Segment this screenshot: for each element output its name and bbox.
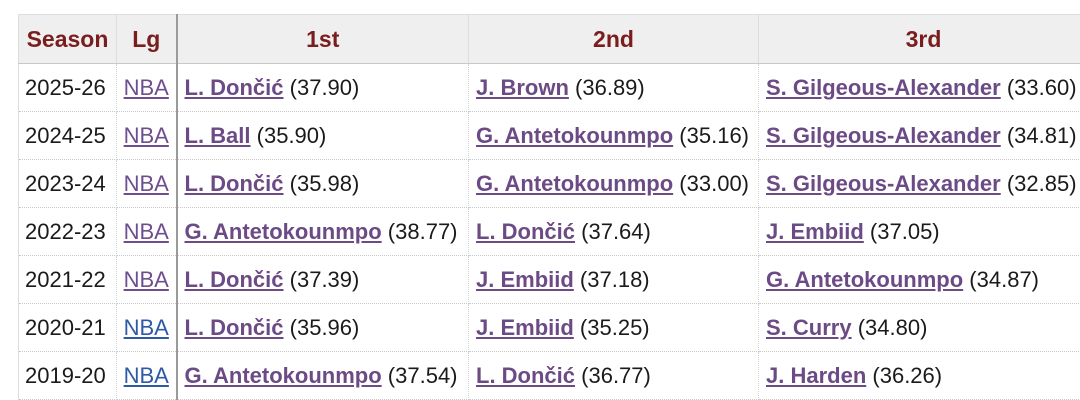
score-value: (32.85) xyxy=(1006,170,1077,196)
second-place-cell: L. Dončić (36.77) xyxy=(468,351,759,400)
league-link[interactable]: NBA xyxy=(123,218,169,244)
player-link[interactable]: S. Gilgeous-Alexander xyxy=(766,170,1001,196)
score-value: (37.54) xyxy=(387,362,458,388)
first-place-cell: L. Dončić (35.96) xyxy=(176,303,469,352)
second-place-cell: J. Brown (36.89) xyxy=(468,63,759,112)
league-link[interactable]: NBA xyxy=(123,74,169,100)
league-link[interactable]: NBA xyxy=(123,314,169,340)
column-header-lg[interactable]: Lg xyxy=(116,14,178,64)
player-link[interactable]: L. Dončić xyxy=(184,170,284,196)
score-value: (35.90) xyxy=(256,122,327,148)
column-header-season[interactable]: Season xyxy=(18,14,117,64)
player-link[interactable]: J. Embiid xyxy=(766,218,864,244)
player-link[interactable]: L. Ball xyxy=(184,122,251,148)
score-value: (35.16) xyxy=(679,122,750,148)
table-row: 2023-24 NBA L. Dončić (35.98) G. Antetok… xyxy=(18,159,1080,208)
season-cell: 2025-26 xyxy=(18,63,117,112)
league-link[interactable]: NBA xyxy=(123,122,169,148)
player-link[interactable]: L. Dončić xyxy=(476,362,576,388)
player-link[interactable]: S. Gilgeous-Alexander xyxy=(766,122,1001,148)
season-cell: 2020-21 xyxy=(18,303,117,352)
season-cell: 2023-24 xyxy=(18,159,117,208)
season-cell: 2019-20 xyxy=(18,351,117,400)
third-place-cell: J. Embiid (37.05) xyxy=(758,207,1080,256)
third-place-cell: S. Gilgeous-Alexander (32.85) xyxy=(758,159,1080,208)
table-row: 2020-21 NBA L. Dončić (35.96) J. Embiid … xyxy=(18,303,1080,352)
award-voting-table: Season Lg 1st 2nd 3rd 2025-26 NBA L. Don… xyxy=(18,14,1080,400)
table-row: 2021-22 NBA L. Dončić (37.39) J. Embiid … xyxy=(18,255,1080,304)
league-cell: NBA xyxy=(116,63,178,112)
score-value: (37.39) xyxy=(289,266,360,292)
third-place-cell: J. Harden (36.26) xyxy=(758,351,1080,400)
league-cell: NBA xyxy=(116,159,178,208)
table-row: 2019-20 NBA G. Antetokounmpo (37.54) L. … xyxy=(18,351,1080,400)
season-cell: 2024-25 xyxy=(18,111,117,160)
score-value: (36.77) xyxy=(581,362,651,388)
player-link[interactable]: G. Antetokounmpo xyxy=(766,266,964,292)
score-value: (34.81) xyxy=(1006,122,1077,148)
second-place-cell: G. Antetokounmpo (35.16) xyxy=(468,111,759,160)
score-value: (33.00) xyxy=(679,170,750,196)
column-header-1st[interactable]: 1st xyxy=(176,14,469,64)
score-value: (37.64) xyxy=(581,218,651,244)
season-cell: 2022-23 xyxy=(18,207,117,256)
score-value: (36.89) xyxy=(575,74,645,100)
player-link[interactable]: S. Gilgeous-Alexander xyxy=(766,74,1001,100)
season-cell: 2021-22 xyxy=(18,255,117,304)
third-place-cell: G. Antetokounmpo (34.87) xyxy=(758,255,1080,304)
first-place-cell: L. Dončić (37.39) xyxy=(176,255,469,304)
player-link[interactable]: L. Dončić xyxy=(184,74,284,100)
score-value: (37.90) xyxy=(289,74,360,100)
second-place-cell: L. Dončić (37.64) xyxy=(468,207,759,256)
league-link[interactable]: NBA xyxy=(123,266,169,292)
third-place-cell: S. Curry (34.80) xyxy=(758,303,1080,352)
player-link[interactable]: G. Antetokounmpo xyxy=(476,170,674,196)
third-place-cell: S. Gilgeous-Alexander (34.81) xyxy=(758,111,1080,160)
first-place-cell: L. Ball (35.90) xyxy=(176,111,469,160)
score-value: (37.18) xyxy=(579,266,650,292)
score-value: (35.96) xyxy=(289,314,360,340)
player-link[interactable]: L. Dončić xyxy=(476,218,576,244)
player-link[interactable]: G. Antetokounmpo xyxy=(476,122,674,148)
score-value: (35.25) xyxy=(579,314,650,340)
first-place-cell: G. Antetokounmpo (37.54) xyxy=(176,351,469,400)
player-link[interactable]: S. Curry xyxy=(766,314,852,340)
score-value: (34.80) xyxy=(857,314,928,340)
player-link[interactable]: J. Embiid xyxy=(476,266,574,292)
player-link[interactable]: J. Brown xyxy=(476,74,569,100)
score-value: (38.77) xyxy=(387,218,458,244)
league-cell: NBA xyxy=(116,111,178,160)
header-row: Season Lg 1st 2nd 3rd xyxy=(18,14,1080,64)
player-link[interactable]: J. Embiid xyxy=(476,314,574,340)
first-place-cell: L. Dončić (37.90) xyxy=(176,63,469,112)
player-link[interactable]: L. Dončić xyxy=(184,266,284,292)
score-value: (37.05) xyxy=(869,218,940,244)
score-value: (33.60) xyxy=(1006,74,1077,100)
first-place-cell: L. Dončić (35.98) xyxy=(176,159,469,208)
player-link[interactable]: J. Harden xyxy=(766,362,867,388)
column-header-2nd[interactable]: 2nd xyxy=(468,14,759,64)
table-row: 2024-25 NBA L. Ball (35.90) G. Antetokou… xyxy=(18,111,1080,160)
column-header-3rd[interactable]: 3rd xyxy=(758,14,1080,64)
second-place-cell: J. Embiid (37.18) xyxy=(468,255,759,304)
score-value: (36.26) xyxy=(872,362,943,388)
score-value: (35.98) xyxy=(289,170,360,196)
score-value: (34.87) xyxy=(969,266,1040,292)
player-link[interactable]: L. Dončić xyxy=(184,314,284,340)
league-cell: NBA xyxy=(116,303,178,352)
league-link[interactable]: NBA xyxy=(123,362,169,388)
second-place-cell: J. Embiid (35.25) xyxy=(468,303,759,352)
league-link[interactable]: NBA xyxy=(123,170,169,196)
league-cell: NBA xyxy=(116,207,178,256)
league-cell: NBA xyxy=(116,255,178,304)
second-place-cell: G. Antetokounmpo (33.00) xyxy=(468,159,759,208)
third-place-cell: S. Gilgeous-Alexander (33.60) xyxy=(758,63,1080,112)
player-link[interactable]: G. Antetokounmpo xyxy=(184,218,382,244)
first-place-cell: G. Antetokounmpo (38.77) xyxy=(176,207,469,256)
table-row: 2022-23 NBA G. Antetokounmpo (38.77) L. … xyxy=(18,207,1080,256)
player-link[interactable]: G. Antetokounmpo xyxy=(184,362,382,388)
table-row: 2025-26 NBA L. Dončić (37.90) J. Brown (… xyxy=(18,63,1080,112)
league-cell: NBA xyxy=(116,351,178,400)
